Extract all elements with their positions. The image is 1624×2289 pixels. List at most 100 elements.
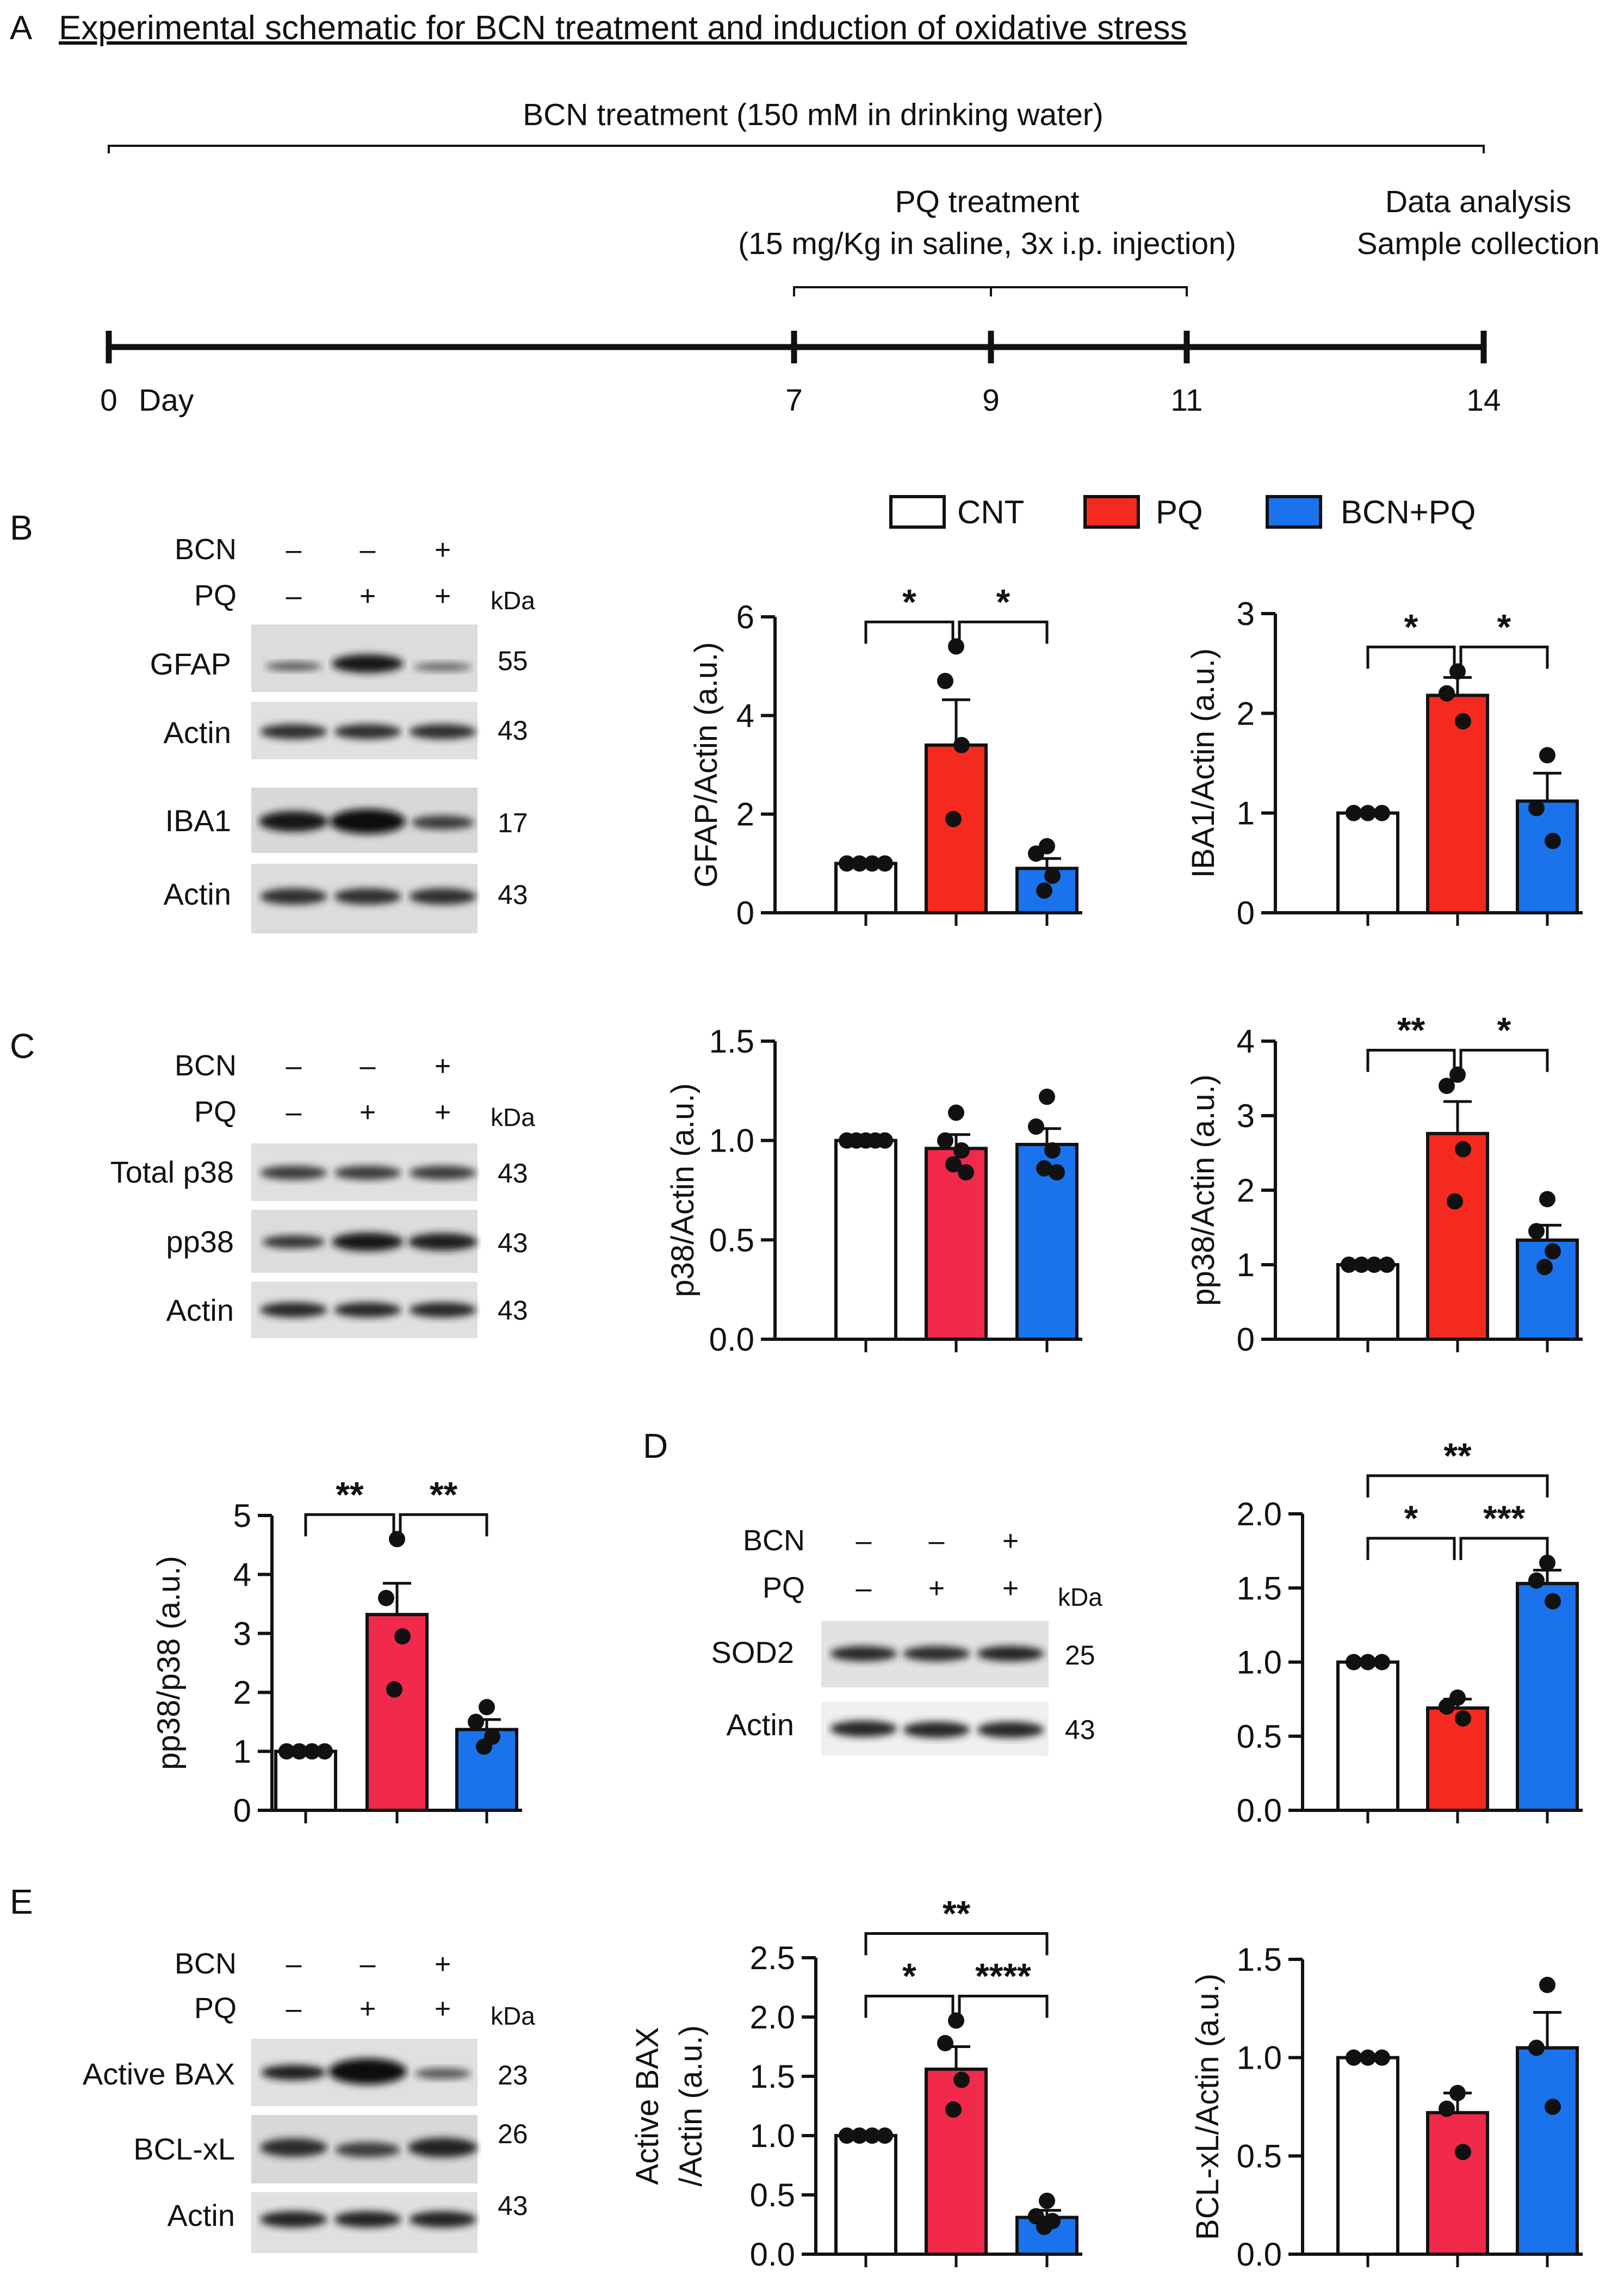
day-label: 14 — [1466, 383, 1501, 418]
y-tick-label: 1.0 — [750, 2118, 795, 2154]
blot-band — [408, 2138, 478, 2157]
chart-bax: 0.0 0.5 1.0 1.5 2.0 2.5 Active BAX/Actin (a.u.… — [630, 1894, 1082, 2273]
condition-sign: + — [1002, 1525, 1019, 1557]
condition-sign: + — [359, 1993, 376, 2025]
y-axis-label: pp38/Actin (a.u.) — [1186, 1074, 1221, 1306]
condition-label: PQ — [194, 1096, 237, 1128]
band-kda: 43 — [498, 1158, 528, 1189]
sample-collection-label: Sample collection — [1357, 226, 1600, 261]
band-kda: 17 — [498, 808, 528, 838]
day-label: 11 — [1170, 383, 1202, 418]
blot-strip-iba1 — [251, 788, 478, 853]
data-point — [1379, 1257, 1395, 1273]
data-point — [1439, 2100, 1455, 2117]
data-point — [1346, 1654, 1362, 1671]
y-tick-label: 0.0 — [709, 1321, 754, 1358]
kda-label: kDa — [491, 586, 535, 615]
significance-label: ** — [943, 1894, 971, 1934]
band-kda: 26 — [498, 2119, 528, 2149]
y-tick-label: 1.0 — [709, 1123, 754, 1159]
bar-bcn-pq — [1015, 1142, 1078, 1341]
data-point — [389, 1531, 405, 1548]
data-point — [1346, 805, 1362, 821]
data-point — [1439, 1698, 1455, 1715]
data-point — [1545, 1593, 1561, 1610]
blot-band — [408, 1233, 478, 1251]
blot-strip-bcl-xl — [251, 2115, 478, 2183]
timeline-ticks — [106, 331, 1487, 363]
data-point — [1536, 1259, 1553, 1276]
y-axis-label: IBA1/Actin (a.u.) — [1186, 648, 1221, 878]
band-label: Actin — [164, 877, 232, 911]
condition-sign: – — [286, 534, 302, 566]
blot-strip-actin — [251, 1282, 478, 1338]
significance-bracket — [1366, 645, 1456, 669]
data-point — [1455, 713, 1471, 729]
significance-bracket — [958, 1995, 1049, 2018]
significance-bracket — [1366, 1537, 1456, 1560]
data-point — [1036, 2218, 1052, 2235]
condition-sign: + — [435, 1948, 451, 1980]
data-point — [317, 1743, 333, 1760]
condition-sign: – — [286, 1050, 302, 1082]
significance-bracket — [864, 1932, 1049, 1956]
y-tick-label: 2 — [1237, 695, 1255, 732]
data-point — [1455, 1141, 1471, 1158]
data-point — [851, 2127, 868, 2144]
bar-pq — [925, 743, 988, 914]
data-point — [877, 855, 893, 872]
data-point — [948, 2012, 964, 2029]
kda-label: kDa — [491, 1103, 535, 1131]
significance-bracket — [864, 620, 954, 644]
blot-strip-active-bax — [251, 2039, 478, 2106]
legend-label-cnt: CNT — [957, 494, 1024, 530]
day-unit-label: Day — [139, 383, 194, 418]
data-point — [1528, 2039, 1545, 2056]
significance-bracket — [399, 1513, 488, 1537]
data-point — [1528, 1572, 1545, 1589]
condition-sign: – — [286, 1993, 302, 2025]
data-point — [953, 737, 970, 753]
data-point — [291, 1743, 308, 1760]
data-point — [1341, 1257, 1357, 1273]
band-kda: 43 — [498, 715, 528, 746]
kda-label: kDa — [1058, 1583, 1102, 1611]
y-tick-label: 0 — [233, 1792, 251, 1829]
significance-bracket — [1459, 1537, 1549, 1560]
data-point — [1360, 1654, 1376, 1671]
y-tick-label: 0 — [1237, 1321, 1255, 1358]
bar-cnt — [1336, 811, 1399, 914]
condition-sign: + — [435, 580, 451, 612]
data-point — [839, 2127, 855, 2144]
data-point — [386, 1681, 402, 1698]
data-point — [1447, 1193, 1463, 1210]
blot-band — [260, 2138, 327, 2157]
blot-band — [328, 2058, 407, 2084]
bar-bcn-pq — [1516, 2046, 1579, 2256]
condition-label: BCN — [175, 533, 237, 566]
data-point — [479, 1699, 495, 1716]
blot-strip-total-p38 — [251, 1143, 478, 1201]
band-label: BCL-xL — [133, 2132, 235, 2166]
blot-panel-d: D BCN – – + PQ – + + kDa SOD2 25 Actin 4… — [643, 1426, 1102, 1756]
condition-sign: – — [360, 1050, 376, 1082]
panel-label-a: A — [10, 9, 33, 47]
blot-band — [409, 888, 476, 905]
data-point — [378, 1589, 394, 1606]
panel-label-c: C — [10, 1026, 35, 1066]
bar-pq — [925, 1147, 988, 1341]
data-point — [1374, 805, 1390, 821]
blot-band — [260, 1166, 327, 1180]
data-point — [958, 1164, 974, 1181]
chart-iba1: 0 1 2 3 IBA1/Actin (a.u.) * * — [1186, 596, 1583, 931]
data-point — [303, 1743, 320, 1760]
data-point — [1449, 663, 1466, 680]
y-tick-label: 1.5 — [1237, 1570, 1282, 1606]
bar-cnt — [1336, 1263, 1399, 1341]
blot-band — [334, 1166, 401, 1180]
condition-label: BCN — [743, 1524, 805, 1557]
data-point — [1455, 2144, 1471, 2161]
condition-sign: + — [435, 1993, 451, 2025]
data-point — [1360, 805, 1376, 821]
